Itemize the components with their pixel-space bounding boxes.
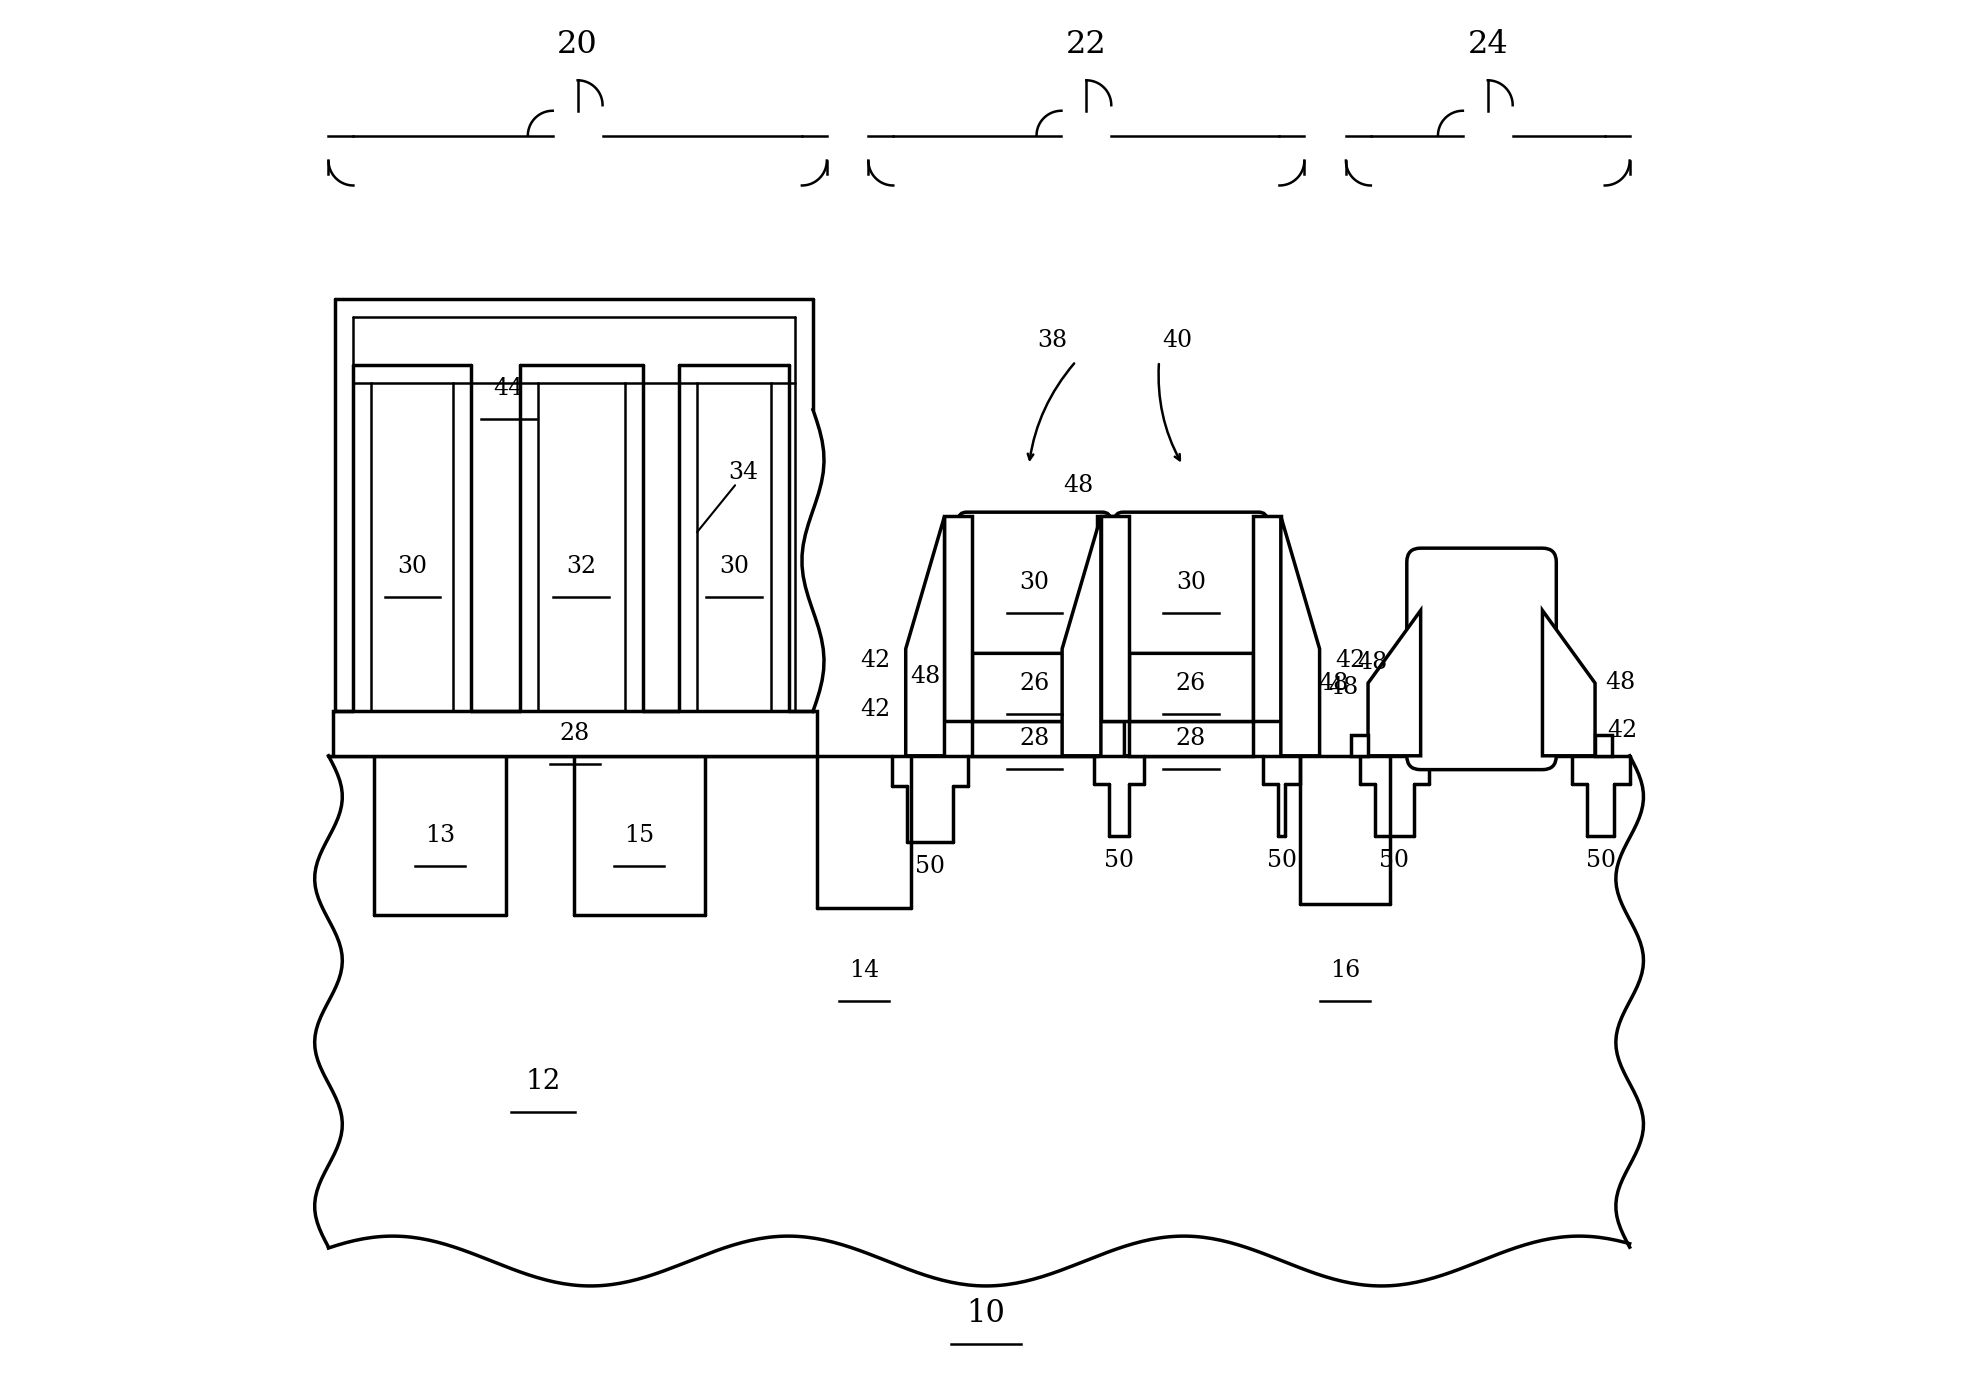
Text: 42: 42 [1607, 720, 1639, 742]
Text: 14: 14 [850, 958, 880, 982]
FancyBboxPatch shape [1406, 548, 1556, 770]
Bar [972, 645, 1096, 721]
Text: 50: 50 [1266, 849, 1296, 872]
Polygon shape [1369, 610, 1420, 756]
FancyBboxPatch shape [958, 512, 1110, 653]
Text: 16: 16 [1329, 958, 1361, 982]
Bar [972, 721, 1096, 756]
Text: 38: 38 [1037, 329, 1067, 352]
Text: 13: 13 [424, 824, 456, 847]
Text: 48: 48 [1319, 671, 1349, 695]
Text: 30: 30 [396, 555, 428, 577]
Text: 20: 20 [558, 29, 598, 60]
Text: 42: 42 [860, 698, 891, 721]
Text: 26: 26 [1020, 671, 1049, 695]
Text: 28: 28 [560, 723, 590, 745]
Text: 22: 22 [1067, 29, 1106, 60]
FancyBboxPatch shape [1114, 512, 1266, 653]
Bar [1595, 735, 1611, 756]
Text: 50: 50 [1378, 849, 1410, 872]
Text: 26: 26 [1175, 671, 1207, 695]
Polygon shape [1282, 516, 1319, 756]
Polygon shape [1063, 516, 1100, 756]
Text: 50: 50 [1104, 849, 1134, 872]
Text: 40: 40 [1162, 329, 1193, 352]
Text: 10: 10 [966, 1298, 1006, 1329]
Text: 42: 42 [860, 649, 891, 671]
Bar [1096, 516, 1124, 721]
Text: 30: 30 [720, 555, 749, 577]
Bar [945, 516, 972, 721]
Text: 50: 50 [915, 854, 945, 878]
Text: 32: 32 [566, 555, 596, 577]
Bar [1351, 735, 1369, 756]
Text: 15: 15 [625, 824, 655, 847]
Bar [333, 712, 816, 756]
Text: 44: 44 [493, 377, 525, 401]
Text: 12: 12 [525, 1068, 560, 1094]
Polygon shape [905, 516, 945, 756]
Polygon shape [1542, 610, 1595, 756]
Text: 28: 28 [1020, 727, 1049, 750]
Text: 24: 24 [1467, 29, 1509, 60]
Text: 48: 48 [909, 664, 941, 688]
Text: 48: 48 [1605, 671, 1635, 694]
Polygon shape [1124, 516, 1163, 756]
Text: 48: 48 [1063, 474, 1092, 498]
Text: 30: 30 [1175, 571, 1205, 594]
Bar [1128, 645, 1252, 721]
Text: 28: 28 [1175, 727, 1207, 750]
Bar [1252, 516, 1282, 721]
Bar [1100, 516, 1128, 721]
Bar [1128, 721, 1252, 756]
Text: 42: 42 [1335, 649, 1365, 671]
Text: 48: 48 [1357, 651, 1388, 674]
Text: 50: 50 [1585, 849, 1615, 872]
Text: 30: 30 [1020, 571, 1049, 594]
Text: 34: 34 [730, 460, 759, 484]
Text: 48: 48 [1327, 677, 1359, 699]
